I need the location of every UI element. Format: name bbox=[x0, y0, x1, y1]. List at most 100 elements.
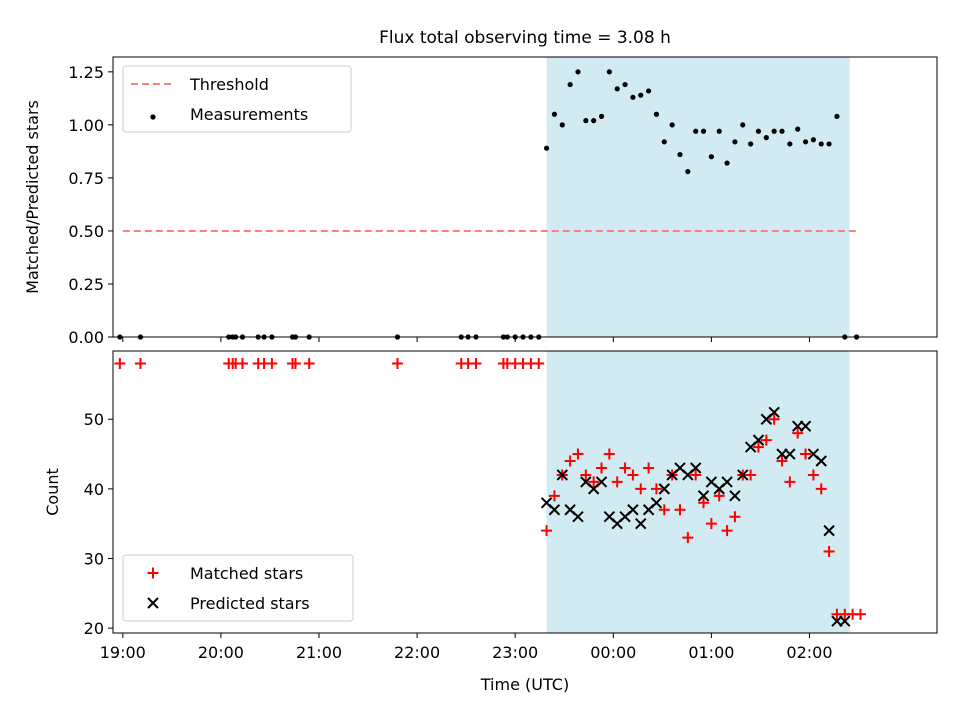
matched-star-point bbox=[729, 511, 741, 523]
matched-star-point bbox=[823, 546, 835, 558]
y-tick-label: 0.25 bbox=[68, 275, 104, 294]
measurement-point bbox=[543, 145, 550, 151]
matched-star-point bbox=[721, 525, 733, 537]
matched-star-point bbox=[114, 358, 126, 370]
observing-window-shade bbox=[546, 57, 850, 337]
matched-star-point bbox=[391, 358, 403, 370]
top-panel: 0.00 0.25 0.50 0.75 1.00 1.25 Matched/Predicte… bbox=[23, 56, 938, 347]
legend-label: Threshold bbox=[189, 75, 269, 94]
y-axis-label: Count bbox=[43, 468, 62, 516]
measurement-point bbox=[763, 135, 769, 141]
bottom-panel: 20 30 40 50 19:00 20:00 21:00 22:00 23:00 00:00 01… bbox=[43, 350, 938, 694]
x-tick-label: 02:00 bbox=[786, 643, 832, 662]
measurement-point bbox=[685, 168, 691, 175]
legend: Threshold Measurements bbox=[122, 65, 352, 133]
predicted-star-point bbox=[839, 615, 851, 627]
y-tick-label: 1.00 bbox=[68, 116, 104, 135]
y-tick-label: 30 bbox=[84, 549, 104, 568]
matched-star-point bbox=[792, 427, 804, 439]
measurement-point bbox=[740, 122, 746, 128]
measurement-point bbox=[716, 128, 722, 134]
matched-star-point bbox=[643, 462, 655, 474]
matched-star-point bbox=[596, 462, 608, 474]
x-tick-label: 20:00 bbox=[198, 643, 244, 662]
plot-area bbox=[114, 358, 866, 627]
matched-star-point bbox=[658, 504, 670, 516]
measurement-point bbox=[653, 111, 660, 117]
predicted-star-point bbox=[737, 469, 749, 481]
predicted-star-point bbox=[572, 511, 584, 523]
y-tick-label: 0.00 bbox=[68, 328, 104, 347]
matched-star-point bbox=[303, 358, 315, 370]
measurement-point bbox=[771, 128, 777, 134]
matched-star-point bbox=[588, 476, 600, 488]
x-tick-label: 00:00 bbox=[590, 643, 636, 662]
matched-star-point bbox=[548, 490, 560, 502]
measurement-point bbox=[810, 137, 817, 143]
observing-window-shade bbox=[546, 351, 850, 633]
measurement-point bbox=[575, 69, 581, 75]
axes-frame bbox=[112, 56, 938, 338]
matched-star-point bbox=[635, 483, 647, 495]
measurement-point bbox=[591, 118, 597, 124]
predicted-star-point bbox=[815, 455, 827, 467]
matched-star-point bbox=[807, 469, 819, 481]
matched-star-point bbox=[713, 490, 725, 502]
legend-box bbox=[122, 65, 352, 133]
predicted-star-point bbox=[729, 490, 741, 502]
measurement-point bbox=[826, 141, 832, 147]
measurement-point bbox=[724, 160, 730, 166]
matched-star-point bbox=[533, 358, 545, 370]
legend-measurement-swatch bbox=[150, 114, 156, 120]
measurement-point bbox=[732, 139, 738, 145]
matched-star-point bbox=[266, 358, 278, 370]
predicted-star-point bbox=[721, 476, 733, 488]
predicted-star-point bbox=[823, 524, 835, 537]
measurement-point bbox=[583, 118, 589, 124]
measurement-point bbox=[567, 81, 573, 88]
measurement-point bbox=[787, 141, 793, 147]
legend: Matched stars Predicted stars bbox=[122, 554, 354, 622]
measurement-point bbox=[795, 126, 801, 132]
predicted-star-point bbox=[768, 406, 780, 418]
legend-box bbox=[122, 554, 354, 622]
matched-star-point bbox=[705, 518, 717, 530]
predicted-star-point bbox=[595, 476, 608, 488]
measurement-point bbox=[646, 88, 652, 94]
matched-star-point bbox=[682, 532, 694, 544]
measurement-point bbox=[755, 128, 762, 134]
matched-star-point bbox=[698, 497, 710, 509]
measurement-point bbox=[677, 151, 683, 158]
measurement-point bbox=[818, 141, 824, 147]
matched-star-point bbox=[541, 525, 553, 537]
measurement-point bbox=[748, 141, 754, 147]
x-tick-label: 01:00 bbox=[688, 643, 734, 662]
matched-star-point bbox=[611, 476, 623, 488]
measurement-point bbox=[598, 113, 605, 119]
x-axis-label: Time (UTC) bbox=[480, 675, 569, 694]
measurement-point bbox=[638, 92, 644, 98]
legend-matched-swatch bbox=[147, 567, 159, 579]
y-tick-label: 50 bbox=[84, 410, 104, 429]
matched-star-point bbox=[619, 462, 631, 474]
matched-star-point bbox=[784, 476, 796, 488]
predicted-star-point bbox=[689, 462, 702, 474]
measurement-point bbox=[614, 86, 620, 92]
matched-star-point bbox=[650, 483, 662, 495]
x-tick-label: 22:00 bbox=[394, 643, 440, 662]
matched-star-point bbox=[289, 358, 301, 370]
axes-frame bbox=[112, 350, 938, 634]
y-tick-label: 0.75 bbox=[68, 169, 104, 188]
matched-star-point bbox=[690, 469, 702, 481]
matched-star-point bbox=[564, 455, 576, 467]
matched-star-point bbox=[768, 413, 780, 425]
measurement-point bbox=[779, 128, 785, 134]
chart-title: Flux total observing time = 3.08 h bbox=[379, 28, 671, 48]
matched-star-point bbox=[603, 448, 615, 460]
measurement-point bbox=[834, 113, 840, 119]
predicted-star-point bbox=[658, 483, 671, 495]
predicted-star-point bbox=[627, 504, 639, 516]
measurement-point bbox=[669, 122, 675, 128]
measurement-point bbox=[693, 128, 699, 134]
